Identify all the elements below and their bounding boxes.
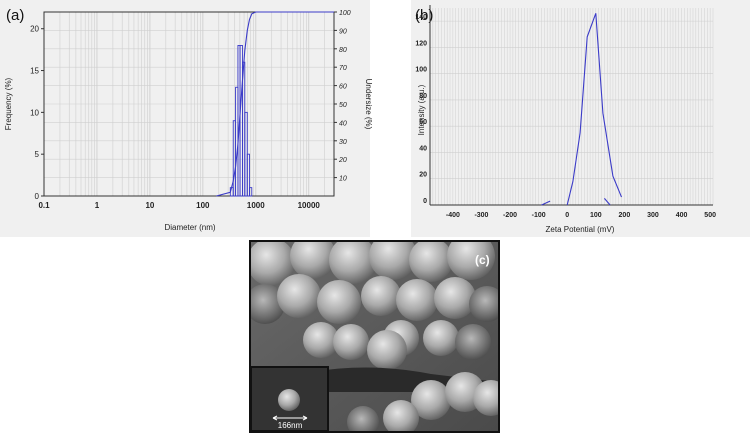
y-tick-label: 15 [30, 67, 39, 76]
y2-tick-label: 100 [339, 10, 351, 17]
x-tick-label: 0 [565, 212, 569, 219]
x-tick-label: 100 [196, 201, 210, 210]
panel-b-xlabel: Zeta Potential (mV) [546, 225, 615, 234]
x-tick-label: -200 [503, 212, 517, 219]
y-tick-label: 20 [419, 172, 427, 179]
x-tick-label: 300 [647, 212, 659, 219]
panel-a-xlabel: Diameter (nm) [164, 223, 215, 232]
panel-a-cumulative-line [216, 11, 334, 197]
panel-b-series [541, 13, 623, 206]
x-tick-label: 100 [590, 212, 602, 219]
x-tick-label: -100 [532, 212, 546, 219]
x-tick-label: 1 [95, 201, 100, 210]
x-tick-label: 200 [619, 212, 631, 219]
y2-tick-label: 90 [339, 28, 347, 35]
y-tick-label: 80 [419, 93, 427, 100]
series-line [566, 13, 623, 206]
y2-tick-label: 20 [338, 157, 347, 164]
x-tick-label: 400 [676, 212, 688, 219]
panel-a-y2-ticks: 10 20 30 40 50 60 70 80 90 100 [334, 10, 351, 183]
x-tick-label: 10 [145, 201, 154, 210]
panel-a: (a) 0 5 10 15 20 10 20 30 40 50 60 70 80 90 100 0.1 1 1… [0, 0, 373, 237]
x-tick-label: 10000 [298, 201, 321, 210]
y-tick-label: 100 [415, 67, 427, 74]
x-tick-label: -300 [474, 212, 488, 219]
y-tick-label: 40 [419, 145, 427, 152]
panel-a-x-ticks: 0.1 1 10 100 1000 10000 [38, 201, 320, 210]
x-tick-label: 500 [704, 212, 716, 219]
y2-tick-label: 60 [339, 84, 347, 91]
panel-b-y-ticks: 0 20 40 60 80 100 120 140 [415, 14, 427, 205]
panel-b-x-ticks: -400 -300 -200 -100 0 100 200 300 400 500 [446, 212, 716, 219]
y-tick-label: 10 [30, 108, 39, 117]
series-line [541, 200, 551, 206]
panel-b-background [411, 0, 750, 237]
panel-a-y2label: Undersize (%) [364, 79, 373, 130]
histogram-bar [249, 187, 253, 197]
x-tick-label: -400 [446, 212, 460, 219]
y2-tick-label: 80 [339, 47, 347, 54]
y2-tick-label: 30 [339, 139, 347, 146]
y2-tick-label: 10 [339, 176, 347, 183]
series-line [603, 198, 611, 206]
panel-b-ylabel: Intensity (a.u.) [417, 84, 426, 135]
y-tick-label: 60 [419, 119, 427, 126]
y2-tick-label: 50 [339, 102, 347, 109]
y-tick-label: 5 [35, 150, 40, 159]
y-tick-label: 20 [30, 25, 39, 34]
y-tick-label: 120 [415, 40, 427, 47]
panel-b: (b) 0 20 40 60 80 100 120 140 -400 -300 -200 -100 0… [411, 0, 750, 237]
panel-c-label: (c) [475, 253, 490, 267]
x-tick-label: 0.1 [38, 201, 50, 210]
x-tick-label: 1000 [247, 201, 265, 210]
y2-tick-label: 70 [339, 65, 347, 72]
y-tick-label: 0 [35, 192, 40, 201]
y-tick-label: 0 [423, 198, 427, 205]
panel-b-grid [429, 8, 714, 206]
panel-a-label: (a) [6, 7, 24, 24]
sem-micrograph-icon: (c) 166nm [251, 242, 498, 431]
panel-a-ylabel: Frequency (%) [4, 77, 13, 130]
panel-a-y-ticks: 0 5 10 15 20 [30, 25, 44, 201]
scale-bar-label: 166nm [278, 421, 303, 430]
histogram-bar [246, 153, 250, 197]
sem-inset: 166nm [251, 366, 329, 431]
panel-b-label: (b) [415, 7, 433, 24]
y-tick-label: 140 [415, 14, 427, 21]
y2-tick-label: 40 [339, 120, 347, 127]
panel-c-sem-image: (c) 166nm [249, 240, 500, 433]
